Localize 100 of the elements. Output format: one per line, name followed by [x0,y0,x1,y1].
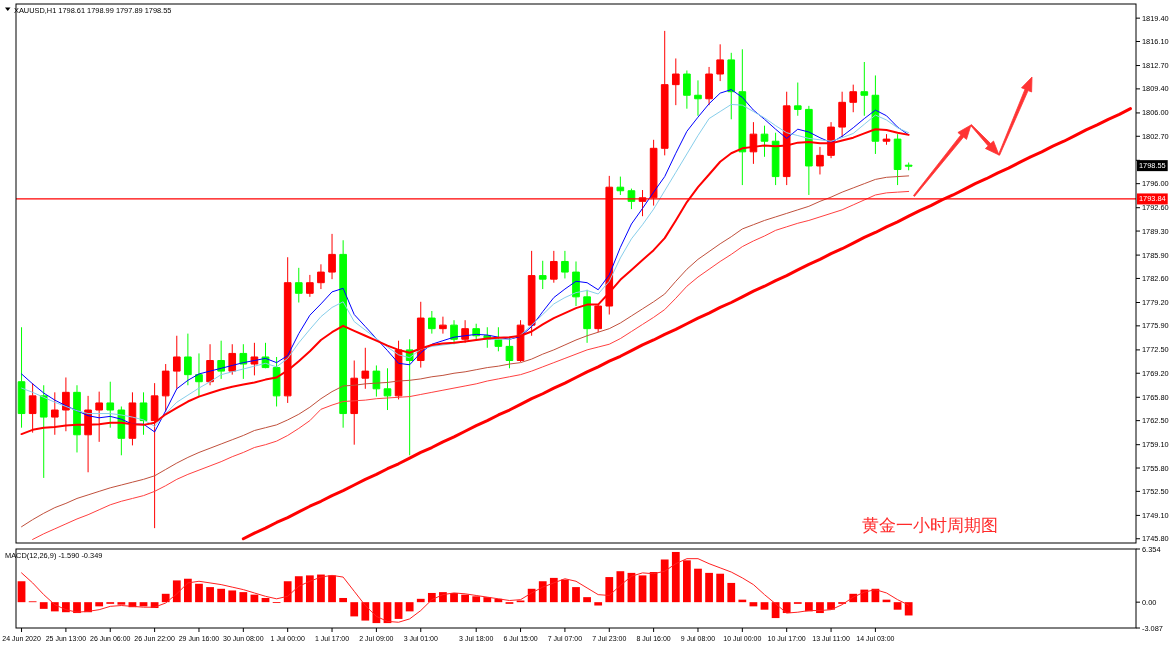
candlestick [383,367,392,411]
candlestick [882,133,891,146]
candlestick [283,256,292,404]
candlestick [294,267,303,303]
bar [39,602,48,609]
bar [760,602,769,610]
candlestick [683,69,691,110]
candlestick [17,326,26,429]
candlestick [328,233,336,280]
bar [461,594,469,603]
candlestick [671,57,680,106]
bar [172,580,181,603]
candlestick [816,146,824,175]
candlestick [904,162,913,171]
candlestick [272,356,281,407]
candlestick [616,176,625,196]
bar [195,583,203,603]
candlestick [73,384,81,453]
bar [705,572,713,603]
candlestick [893,133,902,186]
candlestick [195,352,203,398]
candlestick [771,132,780,186]
candlestick [527,250,536,337]
line-series [21,558,910,623]
candlestick [727,52,736,120]
bar [649,572,658,603]
candlestick [161,363,170,412]
candlestick [172,335,181,390]
candlestick [39,384,48,479]
bar [117,602,126,605]
bar [893,602,902,610]
candlestick [361,347,370,390]
candlestick [505,336,514,369]
bar [394,602,403,619]
bar [561,579,569,603]
bar [549,577,558,603]
candlestick [716,43,724,82]
candlestick [694,79,702,117]
bar [605,577,614,603]
bar [361,602,370,621]
candlestick [106,381,115,429]
candlestick [805,105,813,196]
candlestick [461,319,469,344]
bar [405,602,414,612]
candlestick [550,250,558,284]
candlestick [317,263,325,290]
candlestick [494,326,503,352]
candlestick [838,91,846,138]
bar [294,576,303,603]
candlestick [184,333,192,386]
bar [350,602,359,617]
candlestick [228,343,237,376]
bar [416,598,425,603]
candlestick [705,66,713,106]
bar [594,602,603,606]
bar [716,573,725,603]
candlestick [339,239,347,429]
bar [339,597,348,603]
bar [328,575,336,603]
bar [317,574,325,603]
bar [727,582,736,603]
candlestick [594,303,602,333]
bar [638,575,647,603]
candlestick [372,364,381,398]
candlestick [350,360,359,446]
bar [683,560,691,603]
candlestick [62,376,70,432]
bar [305,575,314,603]
candlestick [394,340,403,400]
candlestick [516,319,525,363]
candlestick [849,84,858,113]
candlestick [139,391,148,436]
bar [184,578,192,603]
candlestick [760,125,769,158]
bar [671,551,680,603]
bar [538,581,547,603]
candlestick [428,310,436,335]
bar [95,602,104,607]
candlestick [416,301,425,369]
bar [816,602,824,614]
bar [583,597,591,603]
bar [228,590,237,603]
candlestick [738,48,747,186]
bar [572,587,580,603]
candlestick [561,250,569,279]
bar [17,581,26,603]
bar [694,568,702,603]
bar [616,571,625,603]
candlestick [239,343,248,380]
candlestick [660,30,669,156]
bar [206,587,214,603]
bar [660,559,669,603]
candlestick [572,260,580,307]
candlestick [450,319,458,345]
candlestick [860,61,869,117]
bar [283,581,292,603]
bar [239,592,248,603]
candlestick [793,82,802,117]
bar [904,602,913,616]
candlestick [538,260,547,290]
